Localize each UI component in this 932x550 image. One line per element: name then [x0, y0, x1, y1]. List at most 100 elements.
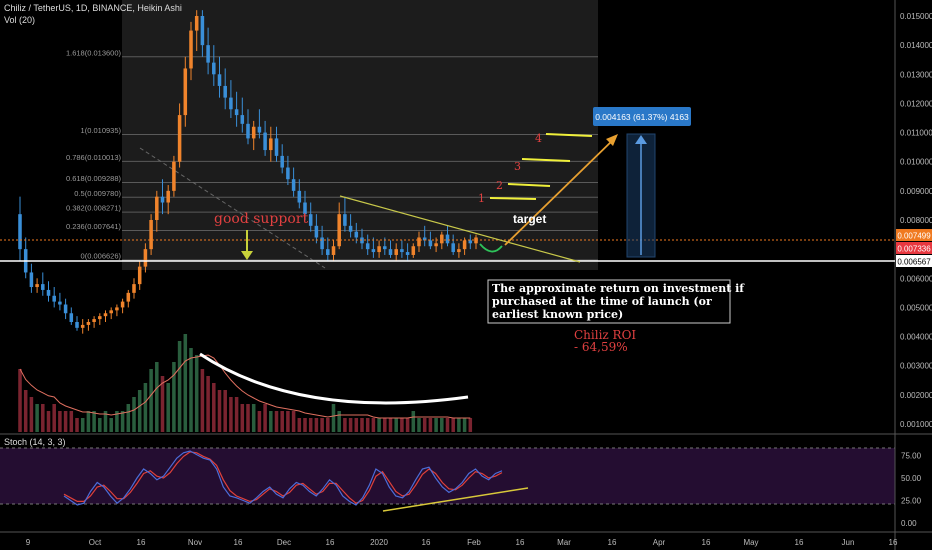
volume-bar-32 [200, 369, 205, 432]
candle-body-22 [143, 249, 148, 267]
candle-body-74 [440, 234, 444, 244]
candle-body-75 [445, 234, 450, 244]
roi-title: Chiliz ROI [574, 328, 636, 342]
candle-body-47 [286, 167, 290, 180]
volume-bar-54 [326, 418, 330, 432]
candle-body-5 [46, 289, 51, 296]
time-tick-8: 16 [422, 538, 431, 547]
projected-bounce-curve [479, 243, 503, 253]
volume-bar-19 [126, 404, 131, 432]
candle-body-33 [206, 45, 210, 63]
volume-bar-44 [269, 411, 273, 432]
volume-bar-60 [360, 418, 364, 432]
target-number-1: 1 [478, 192, 485, 205]
price-tick-2: 0.013000 [900, 70, 932, 79]
stoch-band [0, 448, 895, 504]
target-number-4: 4 [535, 132, 542, 145]
candle-body-7 [58, 301, 62, 305]
stochastic-lines [63, 450, 503, 506]
fib-label-2: 0.786(0.010013) [66, 153, 122, 162]
volume-bar-18 [120, 411, 125, 432]
candle-body-30 [189, 30, 193, 69]
candle-body-62 [371, 249, 376, 253]
time-tick-10: 16 [516, 538, 525, 547]
volume-bar-9 [69, 411, 74, 432]
candle-body-67 [400, 249, 404, 253]
candle-body-49 [297, 190, 302, 203]
volume-bar-3 [35, 404, 39, 432]
diagonal-dashed-line [139, 147, 326, 269]
price-tick-10: 0.004000 [900, 333, 932, 342]
volume-bar-63 [377, 418, 381, 432]
time-tick-13: Apr [653, 538, 666, 547]
candle-body-43 [263, 132, 267, 151]
candle-body-51 [308, 214, 313, 226]
price-tick-4: 0.011000 [900, 129, 932, 138]
fib-label-5: 0.382(0.008271) [66, 204, 122, 213]
time-tick-14: 16 [702, 538, 711, 547]
price-badge-last-text: 0.007336 [897, 245, 931, 254]
stoch-tick-1: 50.00 [901, 474, 922, 483]
volume-bar-36 [223, 390, 227, 432]
fib-label-1: 1(0.010935) [81, 126, 122, 135]
candle-body-16 [109, 310, 113, 314]
volume-bar-75 [445, 418, 450, 432]
volume-ma-line [19, 354, 471, 419]
candle-body-76 [451, 243, 455, 253]
candle-body-25 [160, 196, 165, 203]
time-tick-7: 2020 [370, 538, 388, 547]
candle-body-66 [394, 249, 398, 255]
volume-bar-64 [383, 418, 387, 432]
volume-bar-69 [411, 411, 416, 432]
candle-body-48 [291, 179, 296, 191]
price-tick-0: 0.015000 [900, 12, 932, 21]
price-tick-8: 0.006000 [900, 274, 932, 283]
candle-body-14 [98, 316, 102, 320]
candle-body-63 [377, 246, 381, 253]
target-levels: 1 2 3 4 [478, 132, 593, 205]
time-range-highlight [122, 0, 598, 270]
price-badge-high-text: 0.007499 [897, 232, 931, 241]
time-axis: 9 Oct 16 Nov 16 Dec 16 2020 16 Feb 16 Mar 16 Apr 16 May… [26, 538, 898, 547]
candle-body-41 [251, 126, 256, 139]
candle-body-3 [35, 284, 39, 288]
candle-body-53 [320, 237, 324, 250]
candle-body-29 [183, 68, 188, 116]
price-tick-12: 0.002000 [900, 391, 932, 400]
candle-body-10 [75, 322, 79, 328]
candle-body-9 [69, 313, 74, 322]
stoch-d-line [63, 451, 503, 504]
volume-bar-29 [183, 334, 188, 432]
volume-bar-55 [331, 404, 336, 432]
target-level-2 [507, 183, 551, 187]
time-tick-1: Oct [89, 538, 102, 547]
volume-bar-22 [143, 383, 148, 432]
volume-bar-78 [462, 418, 467, 432]
candle-body-52 [314, 225, 319, 238]
candle-body-6 [52, 295, 56, 302]
candle-body-78 [462, 240, 467, 250]
volume-bar-71 [422, 418, 427, 432]
price-badge-last [896, 242, 932, 254]
volume-bar-56 [337, 411, 341, 432]
volume-bar-21 [137, 390, 142, 432]
candle-body-34 [212, 62, 216, 75]
volume-bar-27 [172, 362, 176, 432]
stoch-axis: 75.00 50.00 25.00 0.00 [901, 452, 922, 529]
volume-bar-20 [132, 397, 136, 432]
volume-bowl-curve [199, 352, 469, 405]
candle-body-8 [63, 304, 68, 314]
target-number-3: 3 [514, 160, 521, 173]
price-tick-1: 0.014000 [900, 41, 932, 50]
volume-bar-23 [149, 369, 153, 432]
time-tick-12: 16 [608, 538, 617, 547]
time-tick-3: Nov [188, 538, 202, 547]
fib-label-7: 0(0.006626) [81, 252, 122, 261]
volume-bar-73 [434, 418, 438, 432]
volume-bar-39 [240, 404, 245, 432]
descending-trendline [339, 195, 581, 263]
volume-bar-12 [86, 411, 91, 432]
volume-bar-77 [457, 418, 461, 432]
support-arrow-head [241, 251, 253, 260]
